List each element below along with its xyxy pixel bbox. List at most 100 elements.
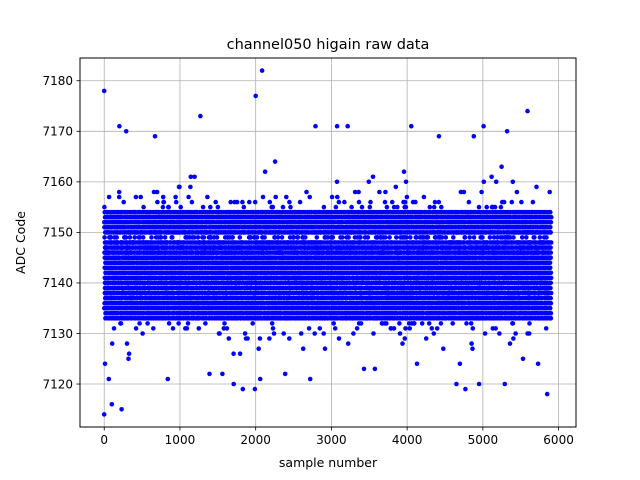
data-point [267, 336, 272, 341]
data-point [280, 204, 286, 210]
data-point [461, 189, 467, 195]
data-point [366, 179, 372, 185]
data-point [404, 194, 410, 200]
data-point [365, 235, 371, 240]
data-point [303, 235, 308, 240]
data-point [371, 331, 376, 336]
data-point [178, 204, 183, 210]
data-point [195, 235, 201, 240]
data-point [231, 351, 236, 357]
data-point [513, 331, 518, 336]
data-point [321, 331, 327, 336]
data-point [192, 235, 197, 240]
data-point [482, 331, 488, 336]
data-point [189, 199, 195, 205]
data-point [234, 199, 240, 205]
data-point [441, 346, 446, 352]
data-point [154, 189, 160, 195]
data-point [170, 235, 175, 240]
data-point [160, 204, 166, 210]
data-point [438, 321, 444, 326]
data-point [548, 240, 554, 245]
data-point [295, 235, 301, 240]
data-point [184, 326, 190, 331]
data-point [123, 235, 129, 240]
data-point [102, 204, 107, 210]
data-point [336, 336, 342, 341]
data-point [487, 235, 493, 240]
data-point [304, 189, 309, 195]
data-point [275, 235, 281, 240]
data-point [203, 321, 208, 326]
data-point [161, 199, 167, 205]
data-point [511, 336, 516, 341]
data-point [397, 331, 403, 336]
data-point [155, 199, 160, 205]
data-point [270, 326, 276, 331]
data-point [237, 351, 243, 357]
data-point [524, 235, 529, 240]
data-point [138, 194, 143, 200]
data-point [358, 235, 363, 240]
data-point [470, 346, 475, 352]
data-point [321, 204, 327, 210]
data-point [217, 331, 222, 336]
data-point [393, 184, 399, 190]
data-point [413, 199, 418, 205]
data-point [489, 174, 494, 180]
data-point [151, 326, 156, 331]
data-point [262, 169, 268, 174]
data-point [140, 235, 146, 240]
data-point [468, 321, 474, 326]
data-point [403, 204, 409, 210]
data-point [317, 326, 323, 331]
data-point [222, 321, 227, 326]
data-point [377, 189, 382, 195]
data-point [402, 336, 408, 341]
data-point [102, 235, 107, 240]
data-point [226, 336, 232, 341]
data-point [509, 199, 515, 205]
data-point [140, 331, 145, 336]
data-point [256, 346, 262, 352]
data-point [507, 341, 513, 346]
data-point [241, 204, 247, 210]
data-point [510, 179, 516, 185]
data-point [349, 204, 354, 210]
data-point [269, 321, 275, 326]
data-point [346, 235, 351, 240]
data-point [499, 164, 504, 169]
data-point [443, 235, 449, 240]
data-point [166, 204, 171, 210]
data-point [201, 235, 207, 240]
data-point [462, 235, 468, 240]
data-point [383, 189, 388, 195]
data-point [254, 235, 260, 240]
data-point [527, 321, 532, 326]
data-point [358, 321, 364, 326]
data-point [196, 326, 202, 331]
data-point [208, 204, 213, 210]
data-point [480, 235, 485, 240]
data-point [414, 235, 419, 240]
data-point [547, 189, 552, 195]
data-point [132, 235, 137, 240]
data-point [359, 204, 365, 210]
data-point [501, 199, 507, 205]
data-point [287, 199, 292, 205]
data-point [162, 235, 168, 240]
data-point [384, 321, 389, 326]
data-point [421, 194, 427, 200]
data-point [431, 204, 437, 210]
data-point [544, 235, 549, 240]
data-point [186, 194, 191, 200]
data-point [145, 321, 150, 326]
data-point [367, 204, 373, 210]
data-point [160, 194, 166, 200]
data-point [173, 194, 178, 200]
data-point [237, 235, 243, 240]
data-point [479, 189, 484, 195]
data-point [469, 341, 474, 346]
data-point [335, 194, 340, 200]
